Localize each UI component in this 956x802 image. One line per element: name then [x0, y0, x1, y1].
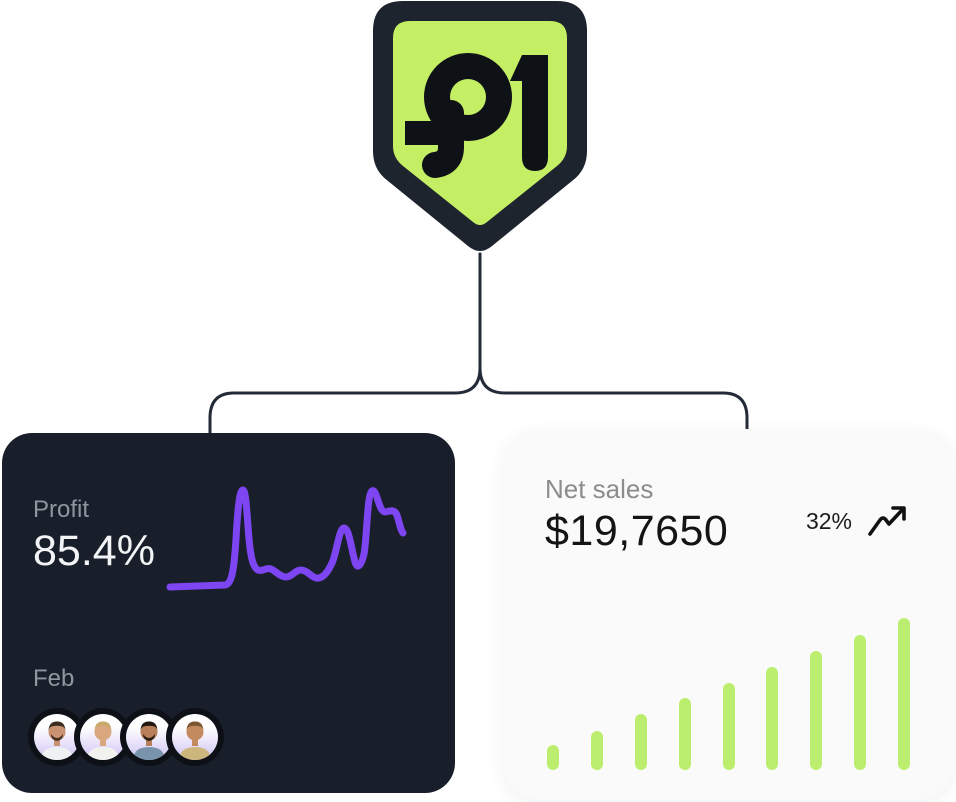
bar: [547, 745, 559, 770]
net-sales-bar-chart: [547, 610, 910, 770]
bar: [634, 714, 647, 770]
avatar: [120, 708, 178, 766]
team-avatars: [28, 708, 224, 766]
avatar-photo: [80, 714, 126, 760]
p1-shield-logo: [373, 1, 587, 263]
avatar-photo: [172, 714, 218, 760]
profit-line-path: [166, 486, 407, 591]
bar: [854, 635, 867, 770]
trending-up-icon: [868, 506, 906, 536]
profit-value: 85.4%: [33, 527, 155, 575]
change-value: 32%: [805, 508, 852, 534]
net-sales-card: Net sales $19,7650 32%: [503, 429, 954, 800]
avatar-photo: [126, 714, 172, 760]
bar: [590, 731, 603, 770]
bar: [766, 667, 779, 770]
avatar: [28, 708, 86, 766]
connector-right: [478, 252, 749, 434]
change-indicator: 32%: [806, 505, 908, 538]
bar: [898, 618, 910, 770]
avatar: [166, 708, 224, 766]
profit-line-chart: [166, 486, 407, 591]
bar: [722, 683, 735, 770]
profit-label: Profit: [33, 496, 90, 523]
bar: [810, 651, 823, 770]
avatar: [74, 708, 132, 766]
net-sales-value: $19,7650: [545, 507, 729, 555]
shield-icon: [373, 1, 587, 251]
bar: [678, 698, 691, 770]
month-label: Feb: [33, 665, 75, 692]
avatar-photo: [34, 714, 80, 760]
net-sales-label: Net sales: [545, 474, 654, 504]
connector-left: [208, 252, 482, 438]
p1-glyph: [405, 53, 548, 178]
profit-card: Profit 85.4% Feb: [2, 433, 455, 793]
